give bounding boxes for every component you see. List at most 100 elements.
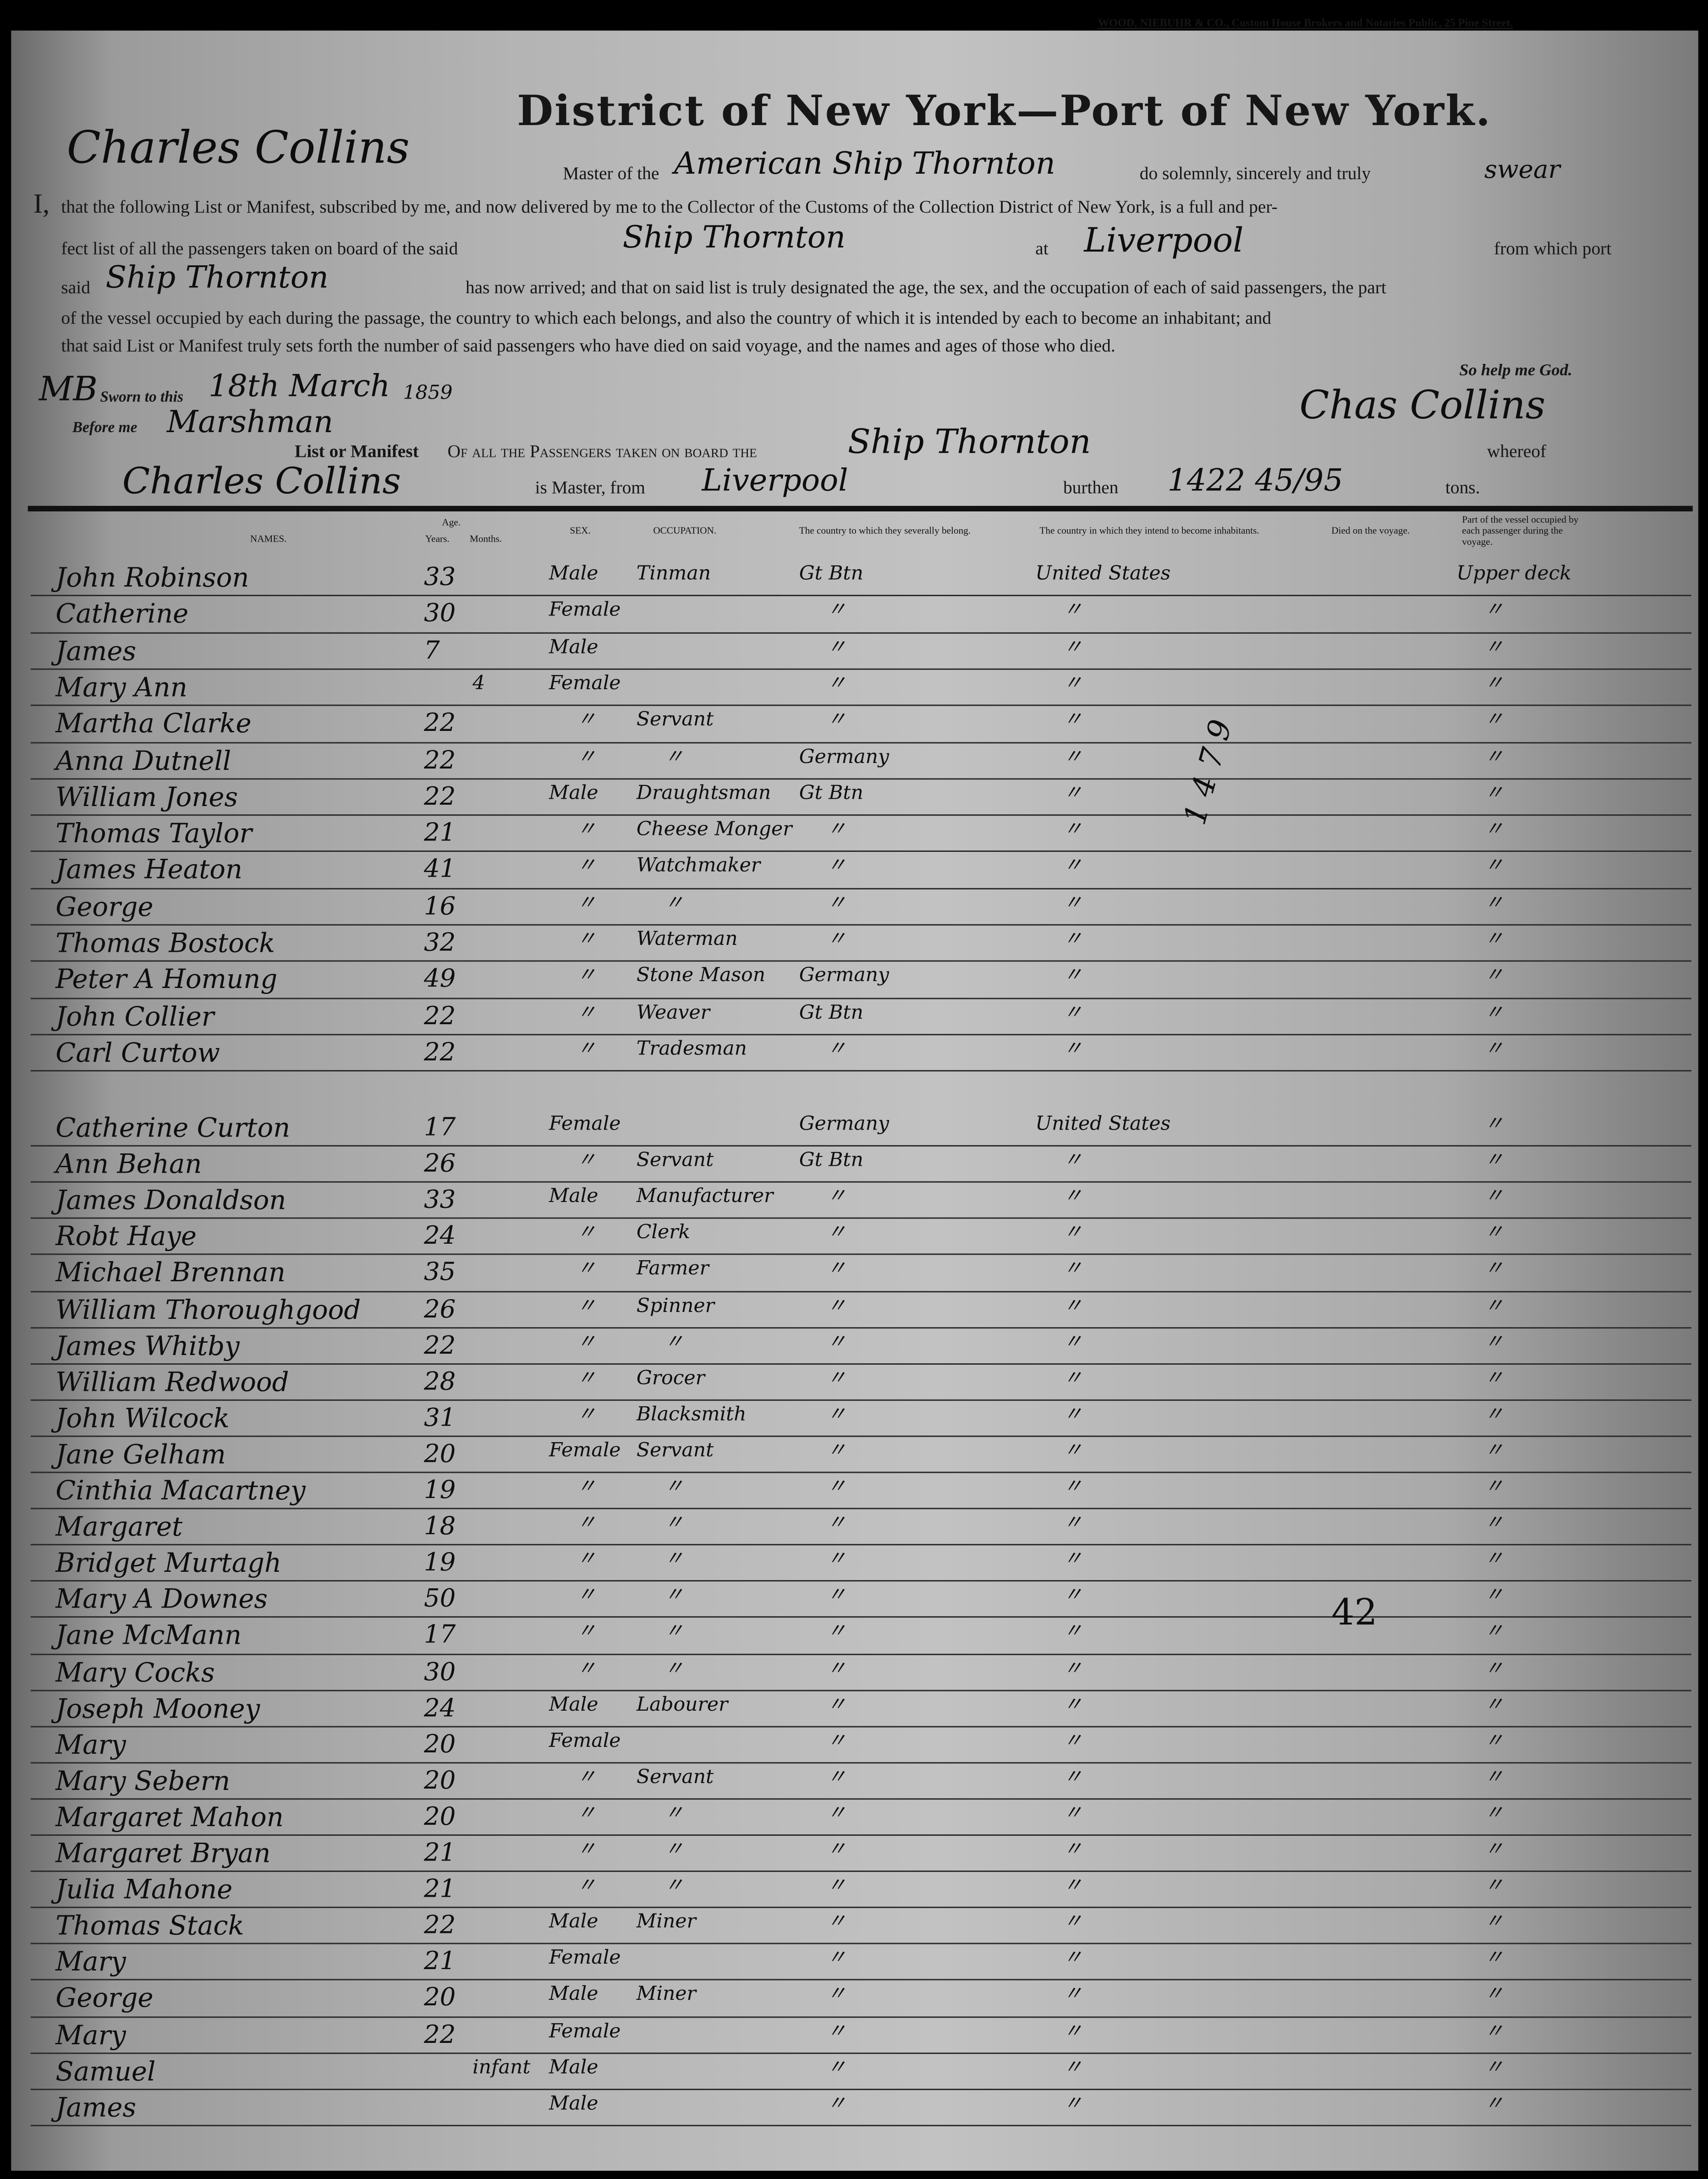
cell-name: Mary Ann	[55, 672, 187, 703]
cell-sex: 〃	[577, 965, 596, 988]
ruled-line	[30, 2015, 1692, 2017]
cell-name: Peter A Homung	[55, 965, 278, 996]
cell-belong: 〃	[827, 1766, 846, 1789]
cell-years: 22	[423, 1911, 456, 1941]
cell-occupation: 〃	[664, 1512, 684, 1535]
cell-occupation: 〃	[664, 1476, 684, 1498]
cell-name: Martha Clarke	[55, 709, 252, 740]
ruled-line	[30, 2124, 1692, 2126]
cell-sex: 〃	[577, 1149, 596, 1172]
at-label: at	[1035, 237, 1049, 259]
cell-sex: Female	[549, 2020, 621, 2042]
cell-vessel: 〃	[1484, 709, 1504, 731]
cell-years: 30	[423, 1657, 456, 1687]
cell-sex: 〃	[577, 1367, 596, 1389]
said-label: said	[61, 276, 90, 297]
cell-vessel: 〃	[1484, 1802, 1504, 1825]
cell-sex: 〃	[577, 1875, 596, 1897]
cell-years: 22	[423, 745, 456, 775]
cell-belong: 〃	[827, 891, 846, 914]
cell-occupation: Weaver	[636, 1001, 710, 1024]
ruled-line	[30, 705, 1692, 707]
cell-belong: 〃	[827, 1330, 846, 1353]
cell-name: Mary Cocks	[55, 1657, 215, 1688]
cell-inhabit: 〃	[1063, 672, 1083, 695]
swear-word: swear	[1484, 155, 1560, 185]
cell-inhabit: 〃	[1063, 1001, 1083, 1024]
cell-vessel: 〃	[1484, 1367, 1504, 1389]
cell-years: 20	[423, 1729, 456, 1759]
cell-sex: Female	[549, 1113, 621, 1136]
manifest-page	[11, 30, 1698, 2171]
cell-name: Robt Haye	[55, 1222, 197, 1253]
ruled-line	[30, 631, 1692, 633]
cell-years: 18	[423, 1512, 456, 1542]
cell-occupation: Clerk	[636, 1222, 691, 1245]
list-from-port: Liverpool	[702, 464, 848, 499]
cell-vessel: 〃	[1484, 1729, 1504, 1752]
cell-name: Thomas Taylor	[55, 818, 252, 850]
header-divider	[27, 505, 1693, 511]
cell-name: George	[55, 891, 154, 922]
cell-years: 20	[423, 1439, 456, 1469]
col-vessel: Part of the vessel occupied by each pass…	[1462, 514, 1579, 548]
cell-sex: 〃	[577, 1802, 596, 1825]
cell-years: 41	[423, 855, 456, 884]
cell-vessel: 〃	[1484, 782, 1504, 805]
cell-name: Samuel	[55, 2056, 156, 2087]
cell-belong: 〃	[827, 1548, 846, 1571]
cell-belong: 〃	[827, 1258, 846, 1281]
cell-name: Ann Behan	[55, 1149, 202, 1180]
ruled-line	[30, 1798, 1692, 1800]
cell-years: 21	[423, 818, 456, 848]
ruled-line	[30, 1871, 1692, 1872]
tons-label: tons.	[1445, 477, 1480, 498]
cell-occupation: Servant	[636, 1766, 714, 1789]
cell-occupation: Watchmaker	[636, 855, 761, 878]
cell-years: 20	[423, 1802, 456, 1832]
cell-vessel: 〃	[1484, 672, 1504, 695]
ruled-line	[30, 1979, 1692, 1981]
cell-years: 22	[423, 1038, 456, 1067]
cell-name: Margaret	[55, 1512, 183, 1543]
cell-sex: 〃	[577, 1330, 596, 1353]
cell-name: Bridget Murtagh	[55, 1548, 282, 1579]
cell-name: George	[55, 1983, 154, 2014]
cell-belong: 〃	[827, 672, 846, 695]
cell-inhabit: 〃	[1063, 1802, 1083, 1825]
cell-inhabit: 〃	[1063, 928, 1083, 951]
cell-belong: 〃	[827, 1983, 846, 2006]
cell-vessel: 〃	[1484, 1113, 1504, 1136]
cell-occupation: Draughtsman	[636, 782, 771, 805]
cell-belong: Germany	[799, 965, 890, 988]
cell-sex: 〃	[577, 1001, 596, 1024]
cell-belong: 〃	[827, 928, 846, 951]
cell-name: Mary A Downes	[55, 1585, 268, 1615]
cell-occupation: Labourer	[636, 1693, 728, 1716]
cell-occupation: Tradesman	[636, 1038, 747, 1060]
cell-occupation: 〃	[664, 1330, 684, 1353]
cell-inhabit: 〃	[1063, 745, 1083, 768]
ruled-line	[30, 1943, 1692, 1945]
cell-occupation: Servant	[636, 709, 714, 731]
cell-inhabit: 〃	[1063, 1548, 1083, 1571]
cell-sex: 〃	[577, 745, 596, 768]
oath-line-2: that the following List or Manifest, sub…	[61, 196, 1278, 217]
cell-belong: Germany	[799, 1113, 890, 1136]
cell-vessel: Upper deck	[1456, 563, 1572, 585]
cell-sex: 〃	[577, 1621, 596, 1643]
ruled-line	[30, 778, 1692, 779]
cell-name: Julia Mahone	[55, 1875, 233, 1905]
cell-vessel: 〃	[1484, 1439, 1504, 1462]
cell-inhabit: 〃	[1063, 1186, 1083, 1208]
ruled-line	[30, 961, 1692, 962]
col-died: Died on the voyage.	[1331, 525, 1410, 537]
cell-belong: 〃	[827, 2020, 846, 2042]
cell-years: 22	[423, 2020, 456, 2049]
initials: MB	[38, 369, 98, 409]
cell-occupation: Farmer	[636, 1258, 709, 1281]
cell-vessel: 〃	[1484, 1038, 1504, 1060]
cell-occupation: 〃	[664, 891, 684, 914]
master-of-label: Master of the	[563, 162, 659, 184]
cell-vessel: 〃	[1484, 1258, 1504, 1281]
